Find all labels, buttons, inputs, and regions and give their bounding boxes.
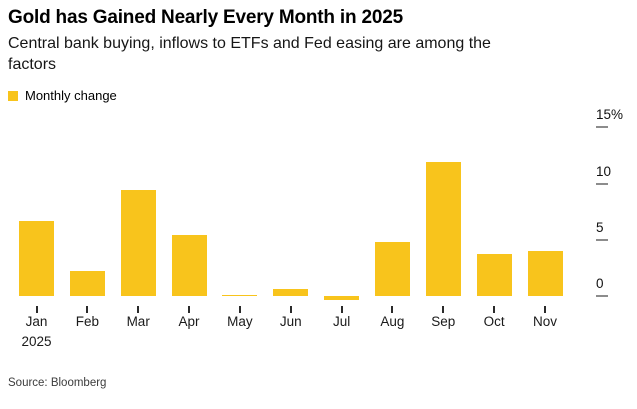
chart-title: Gold has Gained Nearly Every Month in 20… (8, 7, 403, 28)
y-axis-tick-dash (596, 182, 608, 185)
y-axis-label: 10 (596, 163, 612, 179)
x-axis-label: Jun (279, 314, 302, 329)
x-axis-label: Apr (178, 314, 200, 329)
bar-mar (120, 190, 156, 296)
x-axis-label: Jan (25, 314, 48, 329)
x-axis-year-label: 2025 (21, 334, 52, 349)
bar-feb (69, 271, 105, 296)
x-axis-tick (137, 306, 140, 313)
x-axis-label: Sep (431, 314, 456, 329)
source-credit: Source: Bloomberg (8, 377, 107, 389)
bar-jul (324, 296, 360, 301)
x-axis-tick (86, 306, 89, 313)
bar-apr (171, 235, 207, 296)
y-axis-label: 15% (596, 107, 624, 123)
legend-label: Monthly change (25, 88, 117, 103)
x-axis-tick (35, 306, 38, 313)
y-axis-tick-dash (596, 126, 608, 129)
bar-nov (527, 251, 563, 296)
bar-may (222, 294, 258, 296)
x-axis-tick (391, 306, 394, 313)
x-axis-label: Aug (380, 314, 405, 329)
bar-aug (374, 242, 410, 296)
bar-sep (425, 162, 461, 296)
y-axis-label: 0 (596, 276, 604, 291)
x-axis-label: Oct (483, 314, 505, 329)
x-axis-tick (289, 306, 292, 313)
legend-swatch-icon (8, 90, 18, 101)
x-axis-tick (188, 306, 191, 313)
legend: Monthly change (8, 88, 117, 103)
x-axis-label: May (227, 314, 253, 329)
chart-subtitle: Central bank buying, inflows to ETFs and… (8, 35, 491, 73)
y-axis-label: 5 (596, 219, 604, 235)
y-axis-tick-dash (596, 295, 608, 297)
x-axis-label: Jul (332, 314, 351, 329)
x-axis-label: Nov (532, 314, 557, 329)
bar-oct (476, 254, 512, 296)
x-axis-label: Mar (126, 314, 150, 329)
x-axis-label: Feb (75, 314, 99, 329)
x-axis-tick (544, 306, 546, 313)
x-axis-tick (442, 306, 445, 313)
bar-jun (273, 289, 309, 296)
x-axis-tick (493, 306, 496, 313)
y-axis-tick-dash (596, 238, 608, 241)
x-axis-tick (238, 306, 241, 313)
bar-jan (19, 220, 54, 296)
x-axis-tick (340, 306, 343, 313)
